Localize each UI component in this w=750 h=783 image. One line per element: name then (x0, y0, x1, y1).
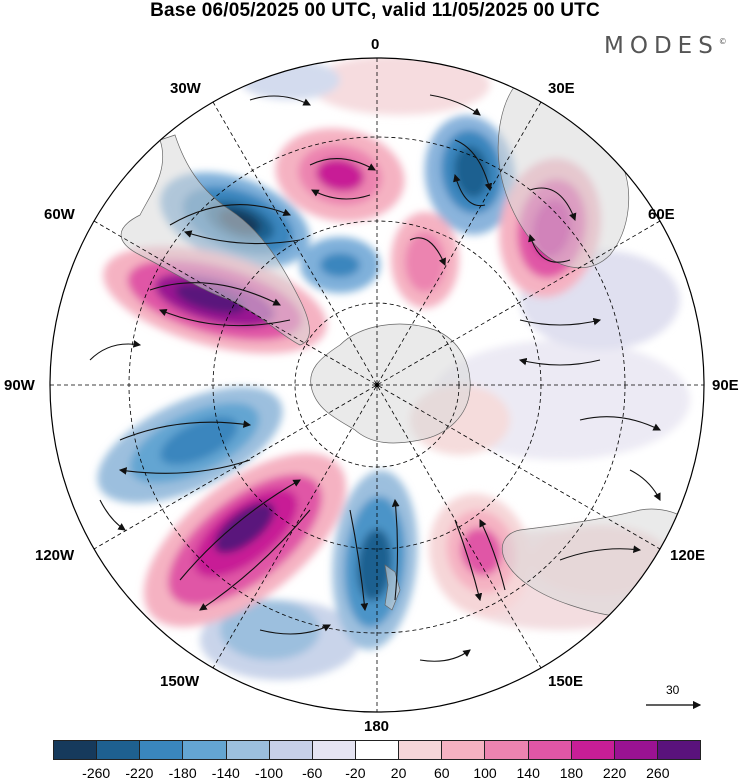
wind-arrow (311, 189, 371, 200)
reference-vector-value: 30 (666, 683, 680, 697)
wind-arrow (183, 230, 301, 245)
wind-arrow (249, 95, 311, 106)
wind-arrow (169, 204, 292, 226)
wind-arrow (559, 545, 642, 561)
lon-label-60e: 60E (648, 206, 675, 223)
colorbar-tick-label: 20 (390, 765, 407, 781)
new-zealand (384, 564, 401, 611)
positive-anomaly-20e (391, 212, 459, 308)
colorbar-segment (225, 741, 269, 759)
positive-anomaly-15w (275, 128, 405, 222)
colorbar-tick-label: -20 (345, 765, 366, 781)
positive-anomaly-130w (143, 453, 347, 627)
positive-anomaly-140e (429, 493, 531, 617)
colorbar-segment (656, 741, 701, 759)
brand-name: MODES (604, 33, 719, 59)
colorbar-segment (527, 741, 571, 759)
wind-arrow (409, 237, 446, 267)
colorbar-segment (182, 741, 226, 759)
lon-label-120e: 120E (670, 547, 706, 564)
wind-arrow (391, 498, 400, 601)
antarctica (310, 323, 471, 444)
lon-label-90e: 90E (712, 377, 739, 394)
wind-arrow (454, 519, 483, 602)
wind-arrow (179, 479, 301, 581)
wind-arrow (89, 340, 142, 361)
lon-label-0: 0 (371, 36, 380, 53)
polar-map (49, 57, 705, 713)
wind-arrow (518, 357, 601, 366)
lon-label-60w: 60W (44, 206, 75, 223)
colorbar-segment (613, 741, 657, 759)
wind-arrow (419, 649, 471, 662)
colorbar-tick-label: 60 (434, 765, 450, 781)
map-title: Base 06/05/2025 00 UTC, valid 11/05/2025… (150, 0, 600, 21)
wind-arrow (529, 187, 577, 222)
colorbar-tick-label: -140 (211, 765, 240, 781)
lon-label-120w: 120W (35, 547, 75, 564)
light-negative-area (240, 60, 340, 100)
colorbar-segment (268, 741, 312, 759)
colorbar-segment (354, 741, 399, 759)
colorbar-tick-label: 140 (516, 765, 540, 781)
wind-arrow (309, 158, 376, 171)
colorbar-tick-label: -220 (125, 765, 154, 781)
colorbar-tick-label: -60 (302, 765, 323, 781)
wind-arrow (479, 519, 506, 591)
wind-arrow (629, 469, 661, 501)
south-pole-marker (374, 382, 380, 388)
wind-arrow (453, 173, 486, 207)
lon-label-180: 180 (364, 718, 390, 735)
colorbar-tick-label: 180 (559, 765, 584, 781)
wind-arrow (579, 416, 661, 431)
wind-arrow (429, 94, 481, 116)
colorbar-segment (441, 741, 485, 759)
colorbar-segment (570, 741, 614, 759)
colorbar-segment (54, 741, 97, 759)
colorbar-tick-label: 100 (473, 765, 497, 781)
wind-arrow (454, 139, 493, 192)
wind-arrow (528, 233, 571, 263)
wind-arrow (158, 308, 291, 327)
brand-mark: © (718, 37, 727, 46)
lon-label-30w: 30W (170, 80, 201, 97)
colorbar-tick-label: 220 (602, 765, 627, 781)
lon-label-150w: 150W (160, 673, 200, 690)
colorbar-tick-label: -180 (168, 765, 197, 781)
lon-label-30e: 30E (548, 80, 575, 97)
wind-arrow (349, 509, 369, 612)
colorbar-tick-label: -100 (254, 765, 284, 781)
light-positive-area (310, 58, 490, 115)
polar-grid (50, 58, 704, 712)
map-boundary (49, 57, 705, 713)
wind-arrow (259, 624, 331, 635)
wind-arrow (199, 509, 311, 611)
wind-arrow (519, 317, 602, 326)
colorbar-segment (96, 741, 140, 759)
wind-arrow (99, 499, 126, 531)
colorbar-segment (398, 741, 442, 759)
colorbar (53, 740, 701, 760)
colorbar-segment (139, 741, 183, 759)
negative-anomaly-30e (424, 115, 516, 235)
negative-anomaly-150w (220, 600, 320, 660)
wind-arrow (149, 282, 281, 306)
lon-label-150e: 150E (548, 673, 584, 690)
lon-label-90w: 90W (4, 377, 35, 394)
anomaly-field (50, 58, 704, 712)
wind-arrow (118, 459, 251, 475)
colorbar-segment (484, 741, 528, 759)
negative-anomaly-core (320, 253, 360, 277)
wind-vectors (89, 94, 661, 662)
colorbar-tick-label: 260 (646, 765, 670, 781)
colorbar-segment (311, 741, 355, 759)
colorbar-tick-labels: -260 -220 -180 -140 -100 -60 -20 20 60 100 140 180 2… (0, 765, 750, 783)
wind-arrow (119, 420, 252, 441)
colorbar-tick-label: -260 (82, 765, 111, 781)
modes-logo: MODES© (604, 33, 727, 59)
